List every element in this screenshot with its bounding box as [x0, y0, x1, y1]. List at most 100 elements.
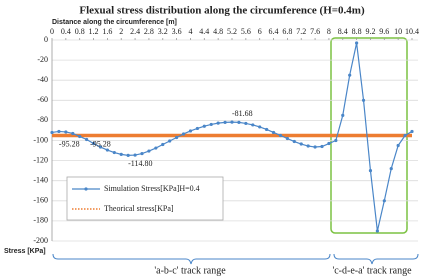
- data-point: [85, 137, 89, 142]
- y-tick-label: -100: [33, 135, 48, 144]
- range-brace: [333, 253, 419, 265]
- data-point: [348, 73, 352, 77]
- data-point: [119, 152, 123, 156]
- x-tick-label: 7.2: [296, 27, 306, 36]
- x-tick-label: 3.2: [158, 27, 168, 36]
- data-point: [341, 113, 345, 117]
- x-tick-label: 0.4: [61, 27, 71, 36]
- y-tick-label: -80: [37, 115, 48, 124]
- data-point: [57, 129, 61, 134]
- y-tick-label: -180: [33, 216, 48, 225]
- range-label: 'c-d-e-a' track range: [332, 265, 412, 276]
- range-label: 'a-b-c' track range: [154, 265, 226, 276]
- x-tick-label: 4: [188, 27, 192, 36]
- x-tick-label: 7.6: [310, 27, 320, 36]
- data-point: [112, 150, 116, 155]
- data-point: [71, 131, 75, 136]
- x-tick-label: 8.4: [338, 27, 348, 36]
- data-point: [105, 148, 109, 152]
- data-point: [251, 123, 255, 127]
- y-tick-label: -40: [37, 75, 48, 84]
- data-point: [147, 149, 151, 153]
- data-point: [327, 141, 331, 146]
- data-point: [202, 124, 206, 128]
- data-point: [355, 41, 359, 45]
- data-point: [313, 145, 317, 149]
- data-point: [223, 120, 227, 125]
- data-point: [361, 98, 366, 102]
- x-tick-label: 2.8: [144, 27, 154, 36]
- data-point: [98, 145, 103, 149]
- x-tick-label: 2.4: [130, 27, 140, 36]
- annotation: -95.28: [90, 140, 111, 149]
- x-tick-label: 3.6: [172, 27, 182, 36]
- y-tick-label: -20: [37, 55, 48, 64]
- x-tick-label: 0.8: [75, 27, 85, 36]
- x-tick-label: 9.2: [365, 27, 375, 36]
- data-point: [244, 121, 248, 126]
- x-tick-label: 6.8: [282, 27, 292, 36]
- data-point: [271, 130, 276, 135]
- data-point: [375, 229, 379, 233]
- legend-box: [66, 176, 224, 221]
- data-point: [154, 146, 158, 150]
- annotation: -95.28: [59, 140, 80, 149]
- data-point: [292, 139, 296, 144]
- data-point: [368, 169, 373, 173]
- y-tick-label: -160: [33, 196, 48, 205]
- data-point: [334, 138, 338, 143]
- data-point: [258, 125, 262, 129]
- data-point: [181, 132, 186, 136]
- y-axis-label: Stress [KPa]: [4, 248, 46, 255]
- x-tick-label: 6: [258, 27, 262, 36]
- data-point: [389, 167, 393, 171]
- data-point: [133, 153, 137, 157]
- data-point: [382, 199, 386, 203]
- data-point: [278, 133, 283, 138]
- data-point: [209, 122, 213, 127]
- x-tick-label: 5.6: [241, 27, 251, 36]
- x-tick-label: 8.8: [352, 27, 362, 36]
- legend: Simulation Stress[KPa]H=0.4 Theorical str…: [66, 176, 224, 221]
- x-tick-label: 0: [50, 27, 54, 36]
- data-point: [175, 135, 179, 140]
- x-tick-label: 9.6: [379, 27, 389, 36]
- annotation: -114.80: [128, 159, 152, 168]
- x-tick-label: 10: [394, 27, 402, 36]
- x-tick-label: 1.2: [89, 27, 99, 36]
- x-tick-label: 8: [327, 27, 331, 36]
- data-point: [50, 130, 54, 135]
- y-tick-label: -200: [33, 236, 48, 245]
- x-tick-label: 4.8: [213, 27, 223, 36]
- data-point: [168, 139, 172, 143]
- data-point: [230, 120, 234, 124]
- y-tick-label: -60: [37, 95, 48, 104]
- data-point: [64, 130, 68, 134]
- legend-label: Simulation Stress[KPa]H=0.4: [104, 184, 200, 193]
- data-point: [396, 143, 400, 148]
- x-tick-label: 6.4: [269, 27, 279, 36]
- legend-marker: [84, 187, 88, 191]
- data-point: [126, 153, 130, 157]
- y-tick-label: -120: [33, 155, 48, 164]
- x-tick-label: 1.6: [102, 27, 112, 36]
- data-point: [195, 126, 199, 131]
- range-brace: [52, 253, 331, 265]
- data-point: [161, 142, 165, 147]
- data-point: [403, 133, 407, 138]
- x-tick-label: 4.4: [199, 27, 209, 36]
- y-tick-label: -140: [33, 176, 48, 185]
- data-point: [410, 129, 414, 134]
- data-point: [320, 144, 324, 149]
- data-point: [306, 144, 310, 148]
- x-tick-label: 2: [119, 27, 123, 36]
- annotation: -81.68: [232, 109, 253, 118]
- data-point: [299, 142, 303, 146]
- data-point: [140, 151, 144, 156]
- chart-title: Flexual stress distribution along the ci…: [79, 5, 365, 17]
- data-point: [285, 136, 289, 141]
- data-point: [216, 121, 220, 125]
- x-tick-label: 10.4: [405, 27, 419, 36]
- data-point: [188, 129, 193, 133]
